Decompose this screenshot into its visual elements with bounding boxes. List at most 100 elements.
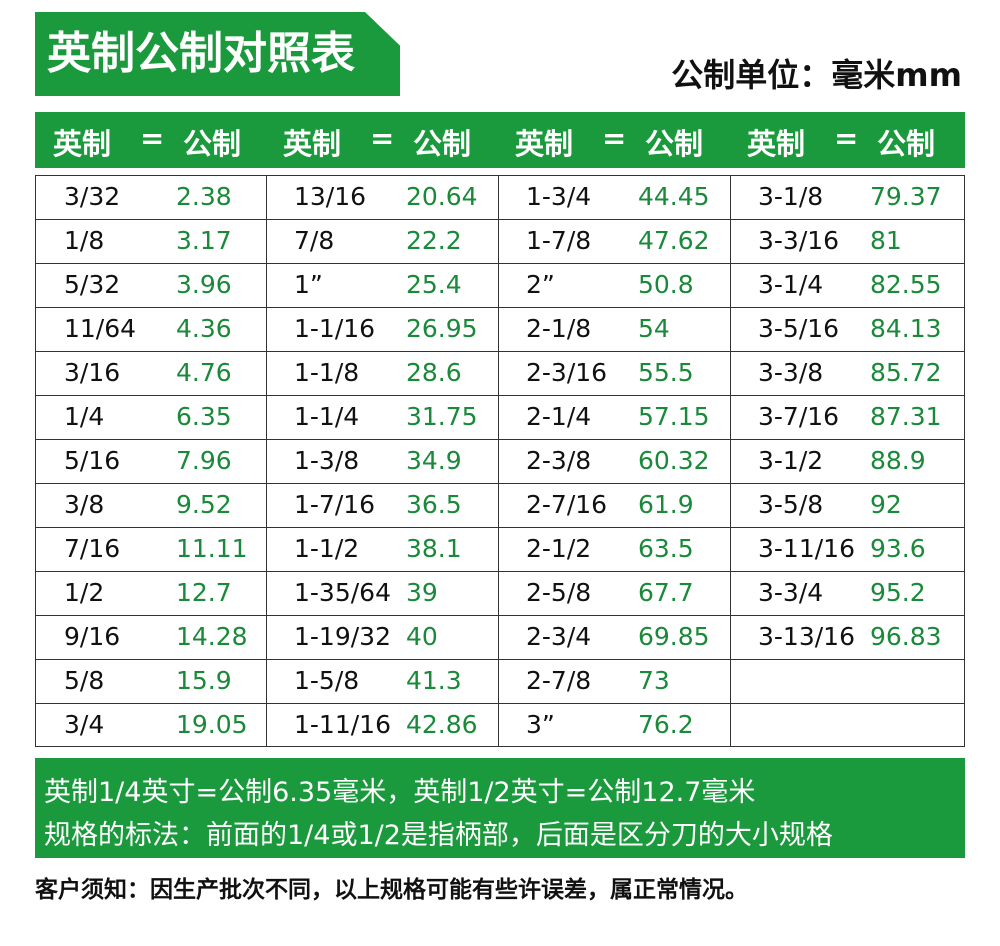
inch-value: 3-13/16 xyxy=(758,622,855,651)
mm-value: 87.31 xyxy=(870,402,942,431)
inch-value: 3-5/16 xyxy=(758,314,840,343)
mm-value: 28.6 xyxy=(406,358,462,387)
mm-value: 73 xyxy=(638,666,670,695)
inch-value: 3/8 xyxy=(64,490,105,519)
mm-value: 69.85 xyxy=(638,622,710,651)
mm-value: 76.2 xyxy=(638,710,694,739)
row-line xyxy=(36,703,964,704)
notes-box xyxy=(35,758,965,858)
mm-value: 93.6 xyxy=(870,534,926,563)
mm-value: 6.35 xyxy=(176,402,232,431)
mm-value: 12.7 xyxy=(176,578,232,607)
mm-value: 34.9 xyxy=(406,446,462,475)
header-cell: 英制 xyxy=(53,127,112,161)
inch-value: 1” xyxy=(294,270,323,299)
inch-value: 3-1/8 xyxy=(758,182,824,211)
row-line xyxy=(36,483,964,484)
mm-value: 42.86 xyxy=(406,710,478,739)
inch-value: 1-19/32 xyxy=(294,622,391,651)
mm-value: 50.8 xyxy=(638,270,694,299)
note: 英制1/4英寸=公制6.35毫米，英制1/2英寸=公制12.7毫米 xyxy=(44,777,756,808)
inch-value: 1-11/16 xyxy=(294,710,391,739)
mm-value: 36.5 xyxy=(406,490,462,519)
mm-value: 82.55 xyxy=(870,270,942,299)
row-line xyxy=(36,439,964,440)
inch-value: 1/4 xyxy=(64,402,105,431)
header-cell: 公制 xyxy=(413,127,472,161)
inch-value: 1-3/4 xyxy=(526,182,592,211)
inch-value: 2-5/8 xyxy=(526,578,592,607)
header-cell: 英制 xyxy=(515,127,574,161)
mm-value: 84.13 xyxy=(870,314,942,343)
inch-value: 2-1/8 xyxy=(526,314,592,343)
row-line xyxy=(36,263,964,264)
footer: 客户须知：因生产批次不同，以上规格可能有些许误差，属正常情况。 xyxy=(35,877,748,903)
mm-value: 44.45 xyxy=(638,182,710,211)
inch-value: 1-5/8 xyxy=(294,666,360,695)
header-bar xyxy=(35,112,965,168)
header-cell: = xyxy=(834,121,859,155)
header-cell: 公制 xyxy=(183,127,242,161)
mm-value: 40 xyxy=(406,622,438,651)
mm-value: 54 xyxy=(638,314,670,343)
mm-value: 47.62 xyxy=(638,226,710,255)
row-line xyxy=(36,351,964,352)
col-line xyxy=(266,176,267,746)
row-line xyxy=(36,307,964,308)
inch-value: 1-1/16 xyxy=(294,314,376,343)
col-line xyxy=(730,176,731,746)
mm-value: 61.9 xyxy=(638,490,694,519)
mm-value: 39 xyxy=(406,578,438,607)
inch-value: 2-1/4 xyxy=(526,402,592,431)
mm-value: 4.36 xyxy=(176,314,232,343)
header-cell: = xyxy=(140,121,165,155)
row-line xyxy=(36,571,964,572)
mm-value: 55.5 xyxy=(638,358,694,387)
inch-value: 9/16 xyxy=(64,622,121,651)
inch-value: 3-5/8 xyxy=(758,490,824,519)
inch-value: 3/32 xyxy=(64,182,121,211)
mm-value: 38.1 xyxy=(406,534,462,563)
mm-value: 25.4 xyxy=(406,270,462,299)
inch-value: 1-1/2 xyxy=(294,534,360,563)
inch-value: 3-1/4 xyxy=(758,270,824,299)
inch-value: 3-1/2 xyxy=(758,446,824,475)
mm-value: 95.2 xyxy=(870,578,926,607)
col-line xyxy=(498,176,499,746)
mm-value: 79.37 xyxy=(870,182,942,211)
mm-value: 19.05 xyxy=(176,710,248,739)
mm-value: 3.96 xyxy=(176,270,232,299)
inch-value: 1-35/64 xyxy=(294,578,391,607)
inch-value: 2-3/8 xyxy=(526,446,592,475)
mm-value: 22.2 xyxy=(406,226,462,255)
inch-value: 3-3/8 xyxy=(758,358,824,387)
mm-value: 11.11 xyxy=(176,534,248,563)
mm-value: 57.15 xyxy=(638,402,710,431)
mm-value: 63.5 xyxy=(638,534,694,563)
inch-value: 3/4 xyxy=(64,710,105,739)
inch-value: 1-7/16 xyxy=(294,490,376,519)
mm-value: 60.32 xyxy=(638,446,710,475)
header-cell: = xyxy=(602,121,627,155)
inch-value: 3-11/16 xyxy=(758,534,855,563)
inch-value: 3-7/16 xyxy=(758,402,840,431)
row-line xyxy=(36,615,964,616)
inch-value: 7/16 xyxy=(64,534,121,563)
mm-value: 81 xyxy=(870,226,902,255)
inch-value: 5/32 xyxy=(64,270,121,299)
inch-value: 11/64 xyxy=(64,314,137,343)
inch-value: 1/8 xyxy=(64,226,105,255)
inch-value: 1-1/8 xyxy=(294,358,360,387)
mm-value: 14.28 xyxy=(176,622,248,651)
inch-value: 3-3/4 xyxy=(758,578,824,607)
title: 英制公制对照表 xyxy=(35,12,400,96)
mm-value: 9.52 xyxy=(176,490,232,519)
inch-value: 1-1/4 xyxy=(294,402,360,431)
inch-value: 2-7/8 xyxy=(526,666,592,695)
inch-value: 1-3/8 xyxy=(294,446,360,475)
note: 规格的标法：前面的1/4或1/2是指柄部，后面是区分刀的大小规格 xyxy=(44,820,833,851)
inch-value: 3-3/16 xyxy=(758,226,840,255)
row-line xyxy=(36,219,964,220)
mm-value: 85.72 xyxy=(870,358,942,387)
